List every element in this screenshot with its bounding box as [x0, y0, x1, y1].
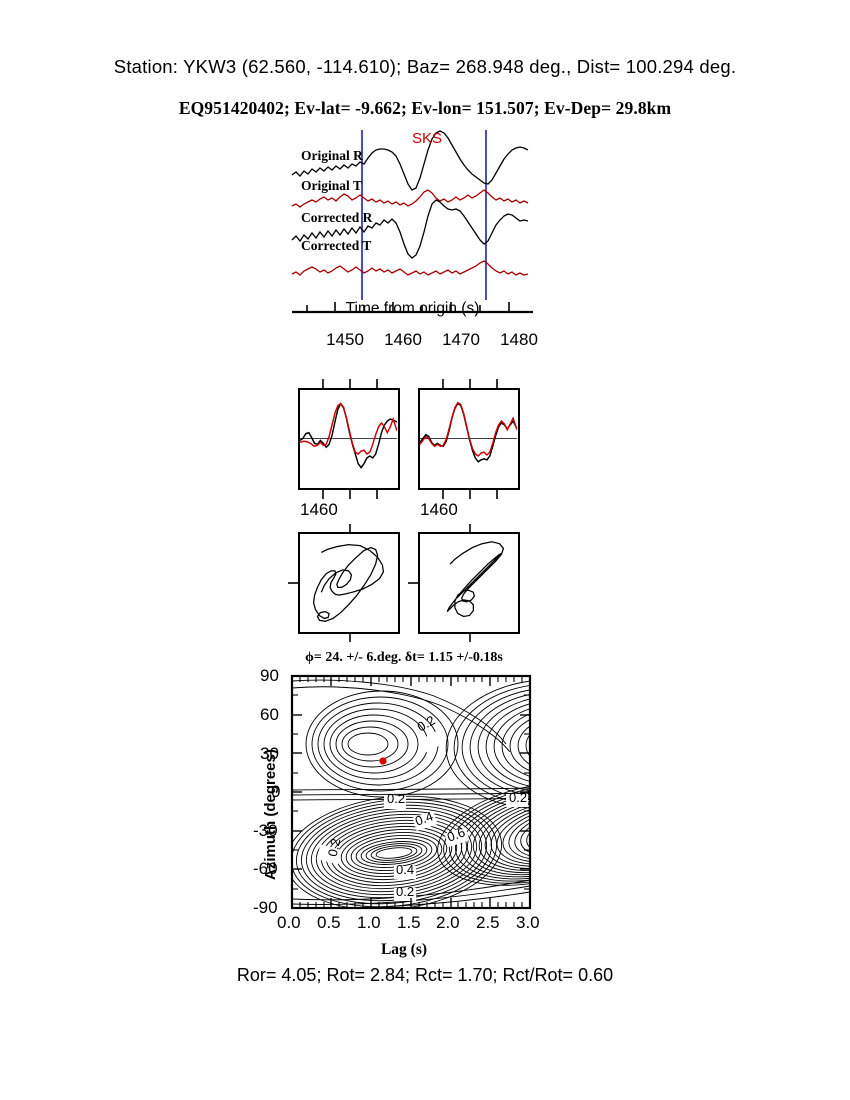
pm-right-side-tick [408, 582, 419, 584]
particle-motion-corrected [446, 541, 505, 618]
y-tick-90: 90 [260, 666, 279, 685]
time-tick-1450: 1450 [326, 330, 364, 349]
y-tick-m60: -60 [253, 859, 278, 878]
contour-minor-ticks-vertical [292, 694, 530, 890]
pm-left-side-tick [288, 582, 299, 584]
pm-right-top-tick [469, 524, 471, 532]
contour-label-7: 0.2 [396, 884, 415, 899]
fast-slow-waveforms-corrected [420, 401, 517, 463]
trace-label-original-r: Original R [301, 148, 363, 163]
phase-label-sks: SKS [412, 130, 443, 147]
x-tick-0: 0.0 [277, 913, 301, 932]
time-tick-1460: 1460 [384, 330, 422, 349]
contour-label-1: 0.2 [387, 791, 406, 806]
y-tick-m30: -30 [253, 821, 278, 840]
trace-label-original-t: Original T [301, 178, 362, 193]
y-tick-30: 30 [260, 744, 279, 763]
particle-motion-uncorrected [312, 544, 385, 622]
x-tick-4: 2.0 [436, 913, 460, 932]
x-tick-3: 1.5 [397, 913, 421, 932]
mini-panel-right-top-ticks [442, 379, 498, 388]
results-footer: Ror= 4.05; Rot= 2.84; Rct= 1.70; Rct/Rot… [236, 965, 614, 985]
time-axis-title: Time from origin (s) [345, 300, 480, 317]
particle-motion-panel-corrected [418, 532, 520, 634]
comparison-panel-corrected-tick: 1460 [420, 500, 458, 519]
y-tick-m90: -90 [253, 898, 278, 917]
trace-label-corrected-r: Corrected R [301, 210, 373, 225]
best-fit-solution-marker [379, 757, 387, 765]
trace-corrected-transverse [291, 260, 529, 276]
pm-right-bottom-tick [469, 634, 471, 642]
comparison-panel-uncorrected [298, 388, 400, 490]
waveform-panel [290, 128, 530, 303]
time-axis-ticklabels: 1450 1460 1470 1480 [280, 330, 545, 352]
contour-x-axis-label: Lag (s) [380, 941, 428, 958]
contour-minor-ticks [299, 676, 523, 908]
trace-original-transverse [291, 189, 529, 208]
x-tick-5: 2.5 [476, 913, 500, 932]
trace-original-radial [291, 130, 529, 191]
splitting-result-title: ϕ= 24. +/- 6.deg. δt= 1.15 +/-0.18s [305, 650, 503, 665]
trace-corrected-radial [291, 199, 529, 259]
mini-panel-left-bottom-ticks [322, 490, 378, 499]
waveform-traces [291, 130, 529, 300]
contour-label-halos [316, 729, 528, 901]
x-tick-6: 3.0 [516, 913, 540, 932]
mini-panel-left-top-ticks [322, 379, 378, 388]
x-tick-2: 1.0 [357, 913, 381, 932]
y-tick-0: 0 [271, 782, 281, 801]
comparison-panel-corrected [418, 388, 520, 490]
contour-y-axis-label: Azimuth (degrees) [262, 749, 279, 880]
event-header: EQ951420402; Ev-lat= -9.662; Ev-lon= 151… [178, 98, 672, 118]
contour-lines [292, 679, 530, 908]
contour-svg [290, 674, 532, 910]
x-tick-1: 0.5 [317, 913, 341, 932]
contour-label-2: 0.2 [509, 790, 528, 805]
y-tick-60: 60 [260, 705, 279, 724]
contour-axis-ticks [291, 675, 531, 909]
time-axis-svg [292, 302, 533, 314]
contour-label-6: 0.4 [396, 862, 415, 877]
mini-panel-right-bottom-ticks [442, 490, 498, 499]
energy-contour-plot [244, 648, 564, 948]
station-header: Station: YKW3 (62.560, -114.610); Baz= 2… [113, 56, 737, 77]
pm-left-bottom-tick [349, 634, 351, 642]
particle-motion-panel-uncorrected [298, 532, 400, 634]
comparison-panel-uncorrected-tick: 1460 [300, 500, 338, 519]
trace-label-corrected-t: Corrected T [301, 238, 372, 253]
time-tick-1470: 1470 [442, 330, 480, 349]
time-axis [290, 300, 535, 322]
time-tick-1480: 1480 [500, 330, 538, 349]
fast-slow-waveforms-uncorrected [300, 402, 397, 469]
pm-left-top-tick [349, 524, 351, 532]
